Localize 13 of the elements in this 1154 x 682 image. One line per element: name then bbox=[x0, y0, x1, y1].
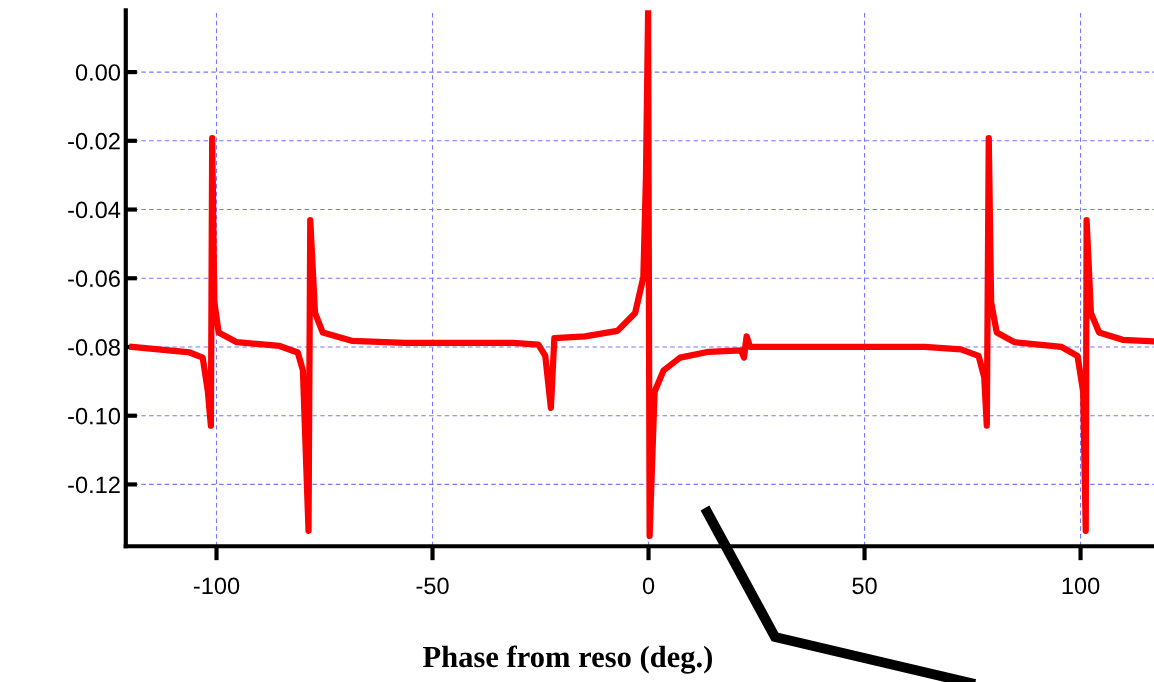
x-tick-label: 50 bbox=[852, 577, 877, 595]
y-tick-label: -0.12 bbox=[68, 476, 120, 494]
y-tick-label: -0.06 bbox=[68, 270, 120, 288]
y-tick-label: -0.08 bbox=[68, 339, 120, 356]
y-tick-label: -0.10 bbox=[68, 407, 121, 425]
y-tick-label: -0.04 bbox=[68, 201, 121, 219]
x-axis-title: Phase from reso (deg.) bbox=[423, 645, 712, 674]
y-tick-label: 0.00 bbox=[75, 64, 121, 81]
y-tick-label: -0.02 bbox=[68, 132, 120, 150]
x-tick-label: -100 bbox=[193, 577, 240, 595]
x-tick-label: -50 bbox=[416, 577, 449, 595]
x-tick-label: 100 bbox=[1062, 577, 1100, 595]
x-tick-label: 0 bbox=[642, 577, 655, 595]
